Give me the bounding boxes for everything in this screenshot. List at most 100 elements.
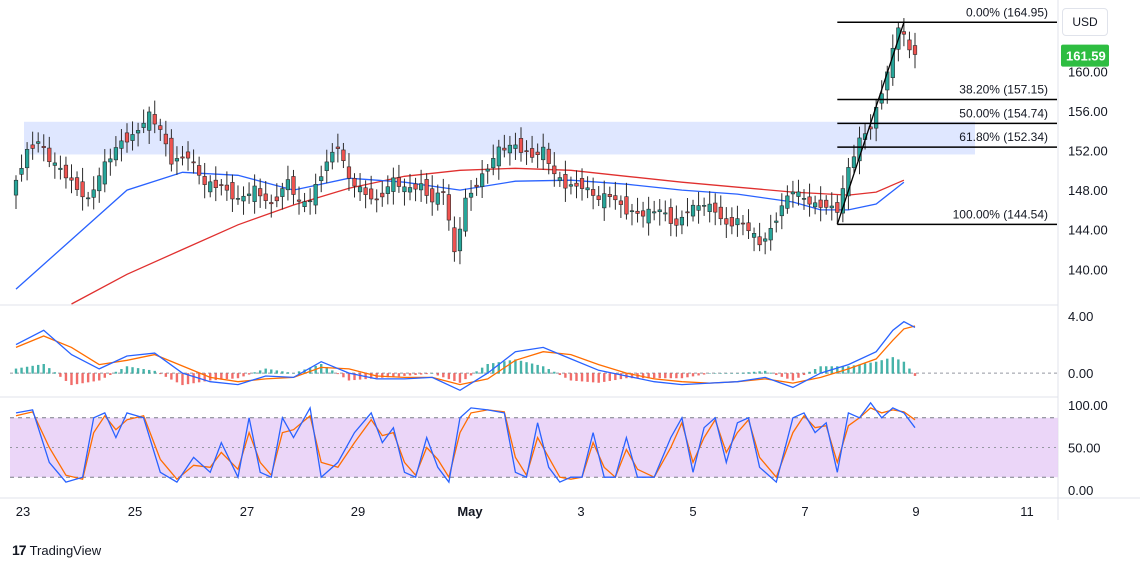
macd-histogram-bar bbox=[447, 373, 451, 380]
candle-body bbox=[674, 218, 679, 226]
candle-body bbox=[291, 176, 296, 195]
macd-histogram-bar bbox=[775, 373, 778, 376]
macd-histogram-bar bbox=[869, 362, 872, 374]
candle-body bbox=[502, 147, 507, 151]
candle-body bbox=[324, 161, 329, 171]
macd-histogram-bar bbox=[75, 373, 79, 385]
macd-histogram-bar bbox=[614, 373, 617, 381]
macd-histogram-bar bbox=[647, 373, 650, 379]
macd-histogram-bar bbox=[369, 373, 373, 379]
macd-histogram-bar bbox=[874, 361, 878, 374]
candle-body bbox=[724, 218, 729, 225]
macd-histogram-bar bbox=[48, 368, 51, 374]
candle-body bbox=[163, 133, 168, 145]
macd-histogram-bar bbox=[458, 373, 462, 383]
macd-histogram-bar bbox=[736, 373, 739, 374]
candle-body bbox=[152, 114, 157, 125]
candle-body bbox=[374, 198, 379, 201]
macd-histogram-bar bbox=[81, 373, 84, 384]
macd-histogram-bar bbox=[170, 373, 173, 380]
candle-body bbox=[308, 200, 313, 203]
candle-body bbox=[407, 187, 413, 193]
macd-histogram-bar bbox=[652, 373, 656, 379]
candle-body bbox=[174, 158, 180, 162]
macd-histogram-bar bbox=[14, 368, 18, 374]
time-tick-label: 29 bbox=[351, 504, 365, 519]
candle-body bbox=[369, 188, 374, 200]
macd-histogram-bar bbox=[708, 373, 711, 374]
candle-body bbox=[496, 146, 501, 167]
candle-body bbox=[258, 188, 263, 197]
macd-histogram-bar bbox=[791, 373, 795, 381]
macd-histogram-bar bbox=[436, 373, 439, 376]
stoch-tick-label: 100.00 bbox=[1068, 398, 1108, 413]
time-tick-label: 25 bbox=[128, 504, 142, 519]
price-tick-label: 160.00 bbox=[1068, 64, 1108, 79]
macd-histogram-bar bbox=[886, 358, 889, 374]
macd-histogram-bar bbox=[808, 371, 811, 374]
candle-body bbox=[169, 137, 174, 165]
candle-body bbox=[280, 188, 285, 197]
tradingview-brand[interactable]: 17 TradingView bbox=[12, 542, 101, 558]
candle-body bbox=[219, 184, 224, 186]
macd-histogram-bar bbox=[475, 371, 478, 374]
macd-histogram-bar bbox=[508, 360, 512, 374]
macd-histogram-bar bbox=[747, 372, 750, 374]
candle-body bbox=[596, 195, 601, 200]
macd-histogram-bar bbox=[658, 373, 661, 379]
macd-histogram-bar bbox=[836, 366, 839, 374]
candle-body bbox=[529, 148, 535, 158]
candle-body bbox=[424, 179, 429, 196]
candle-body bbox=[785, 195, 790, 209]
macd-histogram-bar bbox=[758, 371, 761, 374]
macd-histogram-bar bbox=[264, 368, 267, 374]
time-tick-label: 7 bbox=[801, 504, 808, 519]
macd-histogram-bar bbox=[419, 373, 423, 375]
candle-body bbox=[296, 199, 302, 202]
macd-histogram-bar bbox=[242, 373, 245, 377]
macd-histogram-bar bbox=[114, 371, 118, 374]
candle-body bbox=[274, 196, 279, 202]
macd-histogram-bar bbox=[675, 373, 678, 379]
candle-body bbox=[246, 193, 252, 196]
fib-level-label: 50.00% (154.74) bbox=[959, 106, 1048, 120]
candle-body bbox=[679, 216, 685, 226]
candle-body bbox=[524, 150, 529, 153]
macd-histogram-bar bbox=[181, 373, 184, 386]
macd-histogram-bar bbox=[392, 373, 395, 377]
candle-body bbox=[751, 233, 757, 238]
candle-body bbox=[557, 177, 562, 181]
candle-body bbox=[158, 125, 163, 130]
macd-histogram-bar bbox=[214, 373, 217, 381]
macd-histogram-bar bbox=[164, 373, 168, 377]
macd-histogram-bar bbox=[469, 373, 473, 376]
macd-histogram-bar bbox=[70, 373, 73, 386]
candle-body bbox=[30, 144, 35, 149]
candle-body bbox=[818, 199, 823, 208]
fib-level-label: 0.00% (164.95) bbox=[966, 5, 1048, 19]
candle-body bbox=[80, 181, 85, 198]
macd-histogram-bar bbox=[797, 373, 800, 378]
macd-histogram-bar bbox=[597, 373, 600, 383]
currency-button[interactable]: USD bbox=[1062, 8, 1108, 36]
time-tick-label: 3 bbox=[577, 504, 584, 519]
candle-body bbox=[413, 183, 418, 190]
candle-body bbox=[618, 200, 623, 205]
candle-body bbox=[457, 228, 463, 252]
candle-body bbox=[657, 209, 662, 213]
candle-body bbox=[790, 191, 796, 195]
fib-trend-line bbox=[836, 22, 905, 225]
macd-histogram-bar bbox=[858, 364, 861, 374]
candle-body bbox=[690, 204, 696, 217]
candle-body bbox=[69, 177, 74, 181]
macd-histogram-bar bbox=[725, 373, 728, 374]
macd-histogram-bar bbox=[680, 373, 684, 379]
candle-body bbox=[713, 202, 718, 213]
macd-signal-line bbox=[15, 325, 916, 386]
macd-histogram-bar bbox=[497, 362, 500, 374]
candle-body bbox=[707, 203, 712, 212]
candle-body bbox=[563, 174, 568, 189]
candle-body bbox=[269, 202, 274, 205]
candle-body bbox=[446, 194, 451, 221]
